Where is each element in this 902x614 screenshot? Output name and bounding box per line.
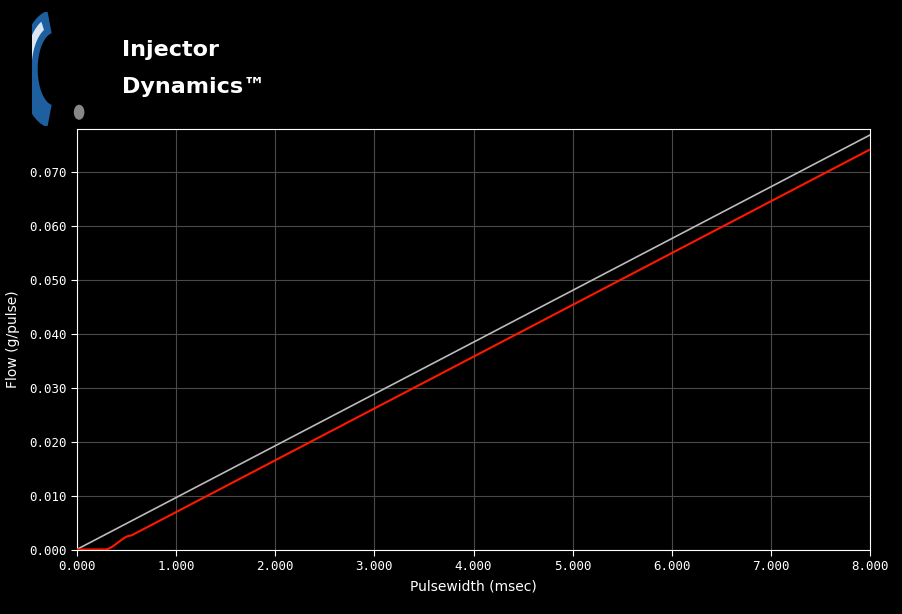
- X-axis label: Pulsewidth (msec): Pulsewidth (msec): [410, 580, 537, 594]
- Text: Dynamics™: Dynamics™: [122, 77, 265, 97]
- Polygon shape: [21, 11, 51, 127]
- Circle shape: [75, 106, 84, 119]
- Text: Injector: Injector: [122, 40, 219, 60]
- Polygon shape: [25, 21, 44, 65]
- Y-axis label: Flow (g/pulse): Flow (g/pulse): [6, 290, 21, 388]
